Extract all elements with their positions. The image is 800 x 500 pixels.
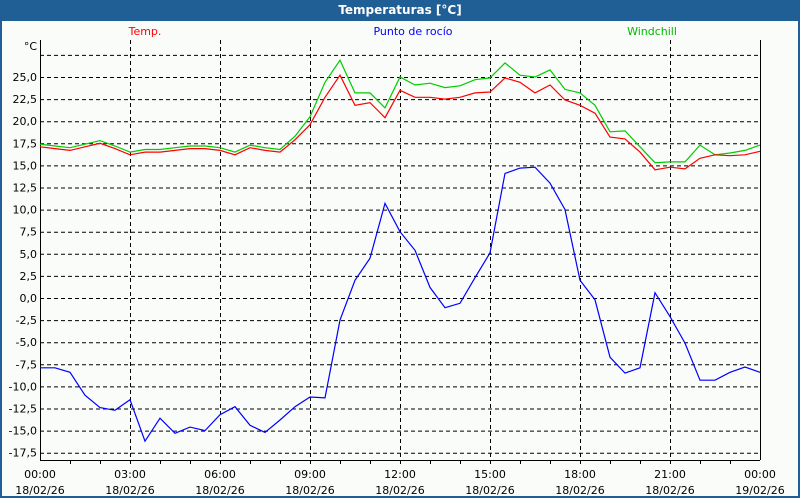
x-tick-label-date: 18/02/26 bbox=[285, 484, 334, 497]
y-tick-label: 10,0 bbox=[13, 204, 38, 217]
x-tick-label-time: 03:00 bbox=[114, 468, 146, 481]
legend-windchill: Windchill bbox=[627, 25, 677, 38]
x-tick-label-time: 06:00 bbox=[204, 468, 236, 481]
y-tick-label: 7,5 bbox=[20, 226, 38, 239]
x-tick-label-date: 18/02/26 bbox=[195, 484, 244, 497]
y-tick-label: 0,0 bbox=[20, 292, 38, 305]
y-tick-label: 15,0 bbox=[13, 159, 38, 172]
series-line-temp bbox=[39, 74, 761, 171]
y-tick-label: 22,5 bbox=[13, 93, 38, 106]
y-tick-label: -5,0 bbox=[16, 336, 37, 349]
y-tick-label: 5,0 bbox=[20, 248, 38, 261]
x-tick-label-time: 12:00 bbox=[384, 468, 416, 481]
x-tick-label-date: 18/02/26 bbox=[645, 484, 694, 497]
y-tick-label: -2,5 bbox=[16, 314, 37, 327]
x-tick-label-time: 15:00 bbox=[474, 468, 506, 481]
x-tick-label-date: 18/02/26 bbox=[555, 484, 604, 497]
x-tick-label-time: 21:00 bbox=[654, 468, 686, 481]
x-tick-label-time: 00:00 bbox=[24, 468, 56, 481]
legend-dewpoint: Punto de rocío bbox=[373, 25, 452, 38]
y-tick-label: 20,0 bbox=[13, 115, 38, 128]
x-tick-label-date: 18/02/26 bbox=[375, 484, 424, 497]
x-tick-label-time: 00:00 bbox=[744, 468, 776, 481]
window-title: Temperaturas [°C] bbox=[0, 0, 800, 21]
y-tick-label: 2,5 bbox=[20, 270, 38, 283]
legend-temp: Temp. bbox=[128, 25, 162, 38]
y-tick-label: -12,5 bbox=[9, 403, 37, 416]
y-tick-label: 17,5 bbox=[13, 137, 38, 150]
y-tick-label: 25,0 bbox=[13, 71, 38, 84]
x-tick-label-date: 18/02/26 bbox=[15, 484, 64, 497]
x-tick-label-date: 18/02/26 bbox=[465, 484, 514, 497]
x-tick-label-date: 19/02/26 bbox=[735, 484, 784, 497]
x-tick-label-time: 09:00 bbox=[294, 468, 326, 481]
series-line-punto-de-roc-o bbox=[40, 166, 761, 443]
x-tick-label-date: 18/02/26 bbox=[105, 484, 154, 497]
y-tick-label: -15,0 bbox=[9, 425, 37, 438]
y-tick-label: -10,0 bbox=[9, 380, 37, 393]
y-tick-label: -7,5 bbox=[16, 358, 37, 371]
y-tick-label: -17,5 bbox=[9, 447, 37, 460]
y-axis-unit: °C bbox=[24, 40, 38, 53]
x-tick-label-time: 18:00 bbox=[564, 468, 596, 481]
y-tick-label: 12,5 bbox=[13, 182, 38, 195]
series-line-windchill bbox=[39, 58, 761, 164]
